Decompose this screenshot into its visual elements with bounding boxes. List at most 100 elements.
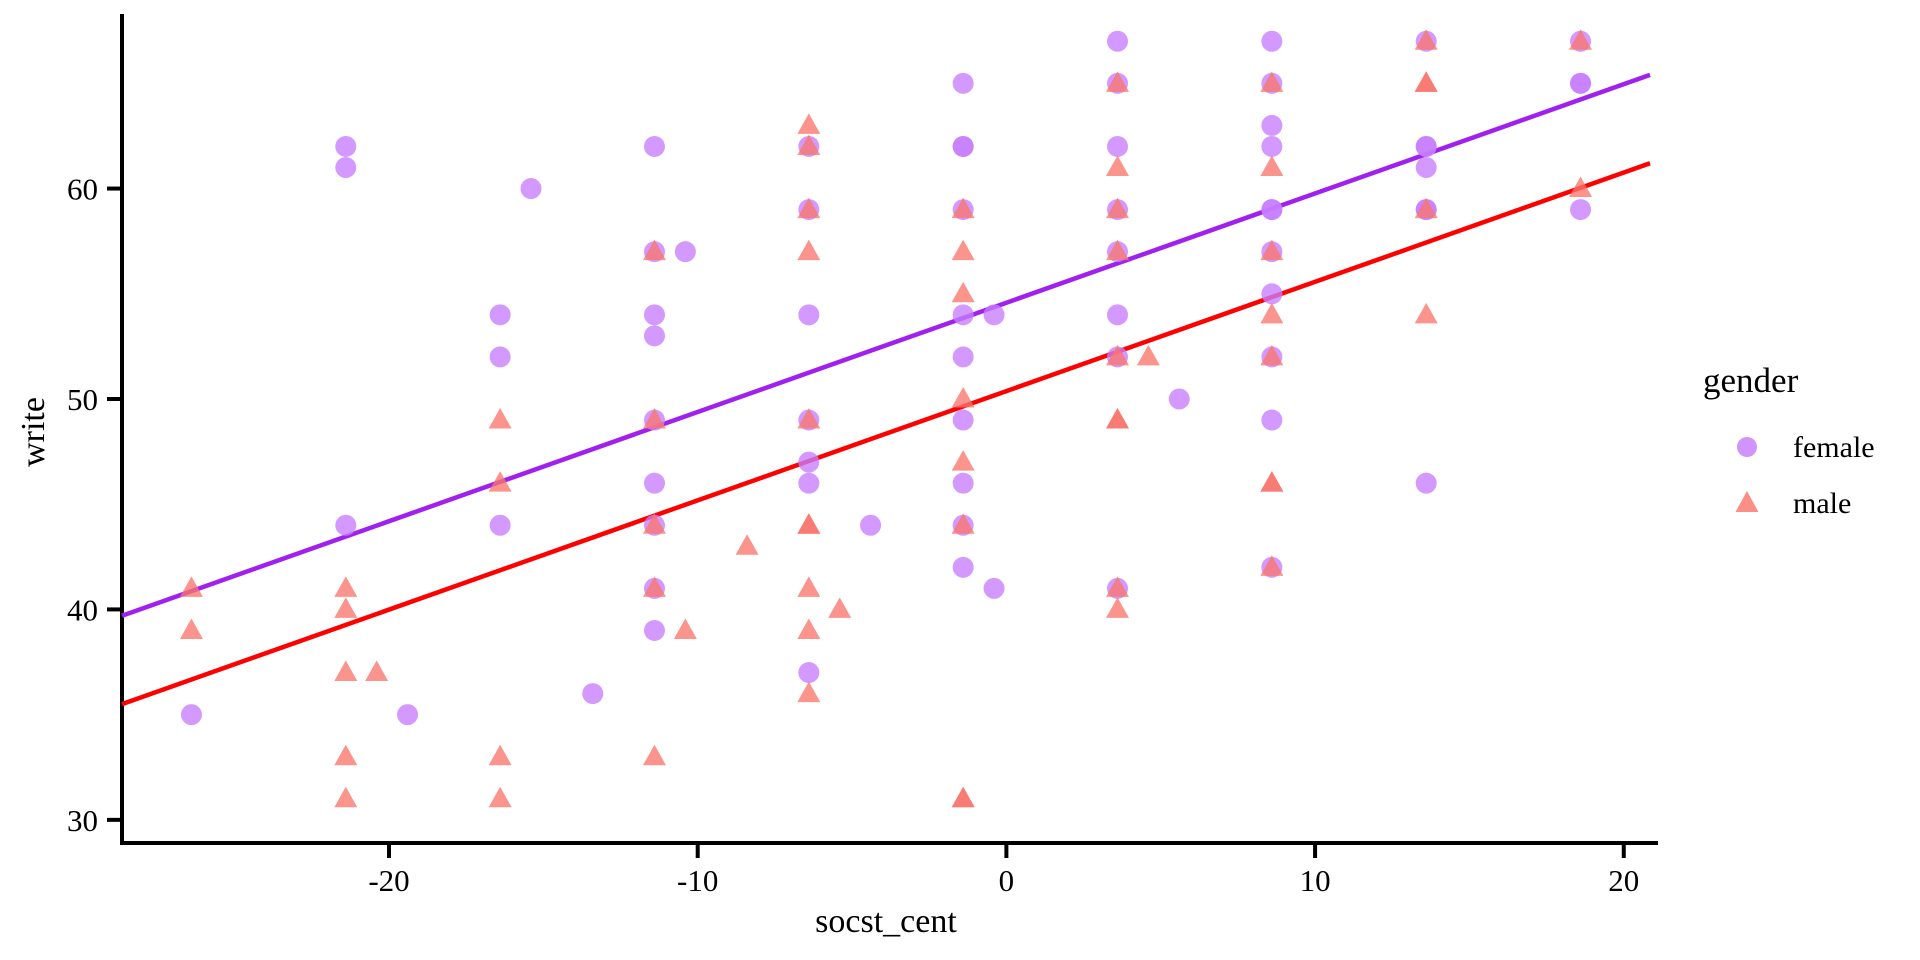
data-point-male	[488, 408, 512, 429]
y-tick-label: 40	[67, 592, 98, 627]
data-point-male	[1414, 29, 1438, 50]
data-point-female	[335, 157, 357, 179]
data-point-male	[1106, 197, 1130, 219]
data-point-male	[1106, 408, 1130, 429]
data-point-male	[828, 597, 852, 618]
data-point-female	[643, 325, 665, 347]
data-point-female	[1168, 388, 1190, 410]
data-point-male	[488, 786, 512, 808]
data-point-male	[642, 408, 666, 429]
data-point-male	[334, 660, 358, 682]
data-point-female	[1261, 114, 1283, 136]
data-point-female	[643, 472, 665, 494]
data-point-female	[952, 409, 974, 431]
data-point-female	[1107, 304, 1129, 326]
data-point-female	[1261, 30, 1283, 52]
data-point-female	[1261, 409, 1283, 431]
trend-line-male	[121, 161, 1651, 707]
legend-label-male: male	[1793, 487, 1851, 520]
data-point-female	[335, 135, 357, 157]
data-point-male	[797, 134, 821, 155]
legend: gender female male	[1703, 361, 1875, 520]
data-point-female	[335, 514, 357, 536]
data-point-male	[488, 744, 512, 766]
data-point-male	[334, 786, 358, 808]
data-point-male	[1106, 239, 1130, 261]
data-point-male	[951, 513, 975, 534]
data-point-female	[860, 514, 882, 536]
legend-title: gender	[1703, 361, 1799, 400]
data-point-male	[488, 471, 512, 492]
data-point-male	[797, 513, 821, 534]
x-tick-label: 0	[999, 863, 1015, 898]
y-tick-label: 50	[67, 382, 98, 417]
data-point-male	[797, 239, 821, 261]
data-point-female	[983, 304, 1005, 326]
data-point-male	[642, 744, 666, 766]
data-point-female	[643, 135, 665, 157]
data-point-male	[1136, 344, 1160, 366]
legend-male-triangle-icon	[1735, 491, 1759, 512]
y-axis-title: write	[15, 397, 52, 467]
data-point-female	[952, 472, 974, 494]
data-point-male	[1106, 597, 1130, 618]
x-tick-label: -10	[677, 863, 718, 898]
data-point-male	[642, 239, 666, 261]
data-point-male	[179, 576, 203, 597]
data-point-male	[1106, 576, 1130, 597]
data-point-female	[1570, 72, 1592, 94]
data-point-female	[798, 304, 820, 326]
data-point-female	[1261, 199, 1283, 221]
data-point-female	[798, 662, 820, 684]
y-tick-label: 60	[67, 172, 98, 207]
data-point-female	[952, 304, 974, 326]
x-tick-label: 20	[1608, 863, 1639, 898]
data-point-female	[1107, 135, 1129, 157]
data-point-female	[1570, 199, 1592, 221]
data-point-male	[1414, 71, 1438, 92]
data-point-female	[1261, 283, 1283, 305]
data-point-male	[1106, 344, 1130, 366]
data-point-female	[582, 683, 604, 705]
legend-label-female: female	[1793, 431, 1875, 464]
data-point-male	[951, 450, 975, 471]
data-point-male	[1414, 197, 1438, 219]
data-point-male	[1106, 155, 1130, 177]
data-point-male	[1260, 239, 1284, 261]
plot-panel: -20 -10 0 10 20 30 40 50 60	[67, 14, 1658, 898]
data-point-male	[797, 681, 821, 703]
data-point-female	[952, 556, 974, 578]
data-point-female	[798, 472, 820, 494]
data-point-female	[397, 704, 419, 726]
data-point-female	[520, 178, 542, 200]
x-axis-title: socst_cent	[815, 903, 957, 940]
data-point-female	[952, 72, 974, 94]
data-point-male	[1260, 302, 1284, 324]
trend-line-female	[121, 72, 1651, 618]
y-tick-label: 30	[67, 803, 98, 838]
data-point-male	[797, 408, 821, 429]
data-point-male	[642, 576, 666, 597]
x-tick-label: -20	[368, 863, 409, 898]
data-point-male	[1569, 176, 1593, 198]
data-point-male	[951, 281, 975, 303]
data-point-male	[673, 618, 697, 639]
data-point-male	[951, 197, 975, 219]
data-point-female	[643, 619, 665, 641]
data-point-female	[952, 346, 974, 368]
data-point-male	[797, 197, 821, 219]
data-point-male	[365, 660, 389, 682]
data-point-male	[642, 513, 666, 534]
data-point-male	[797, 576, 821, 597]
data-point-female	[180, 704, 202, 726]
data-point-female	[1261, 135, 1283, 157]
data-point-male	[1260, 471, 1284, 492]
data-point-male	[1260, 344, 1284, 366]
data-point-male	[334, 576, 358, 597]
data-point-female	[798, 451, 820, 473]
data-point-male	[179, 618, 203, 639]
data-point-female	[489, 304, 511, 326]
data-point-male	[1260, 155, 1284, 177]
